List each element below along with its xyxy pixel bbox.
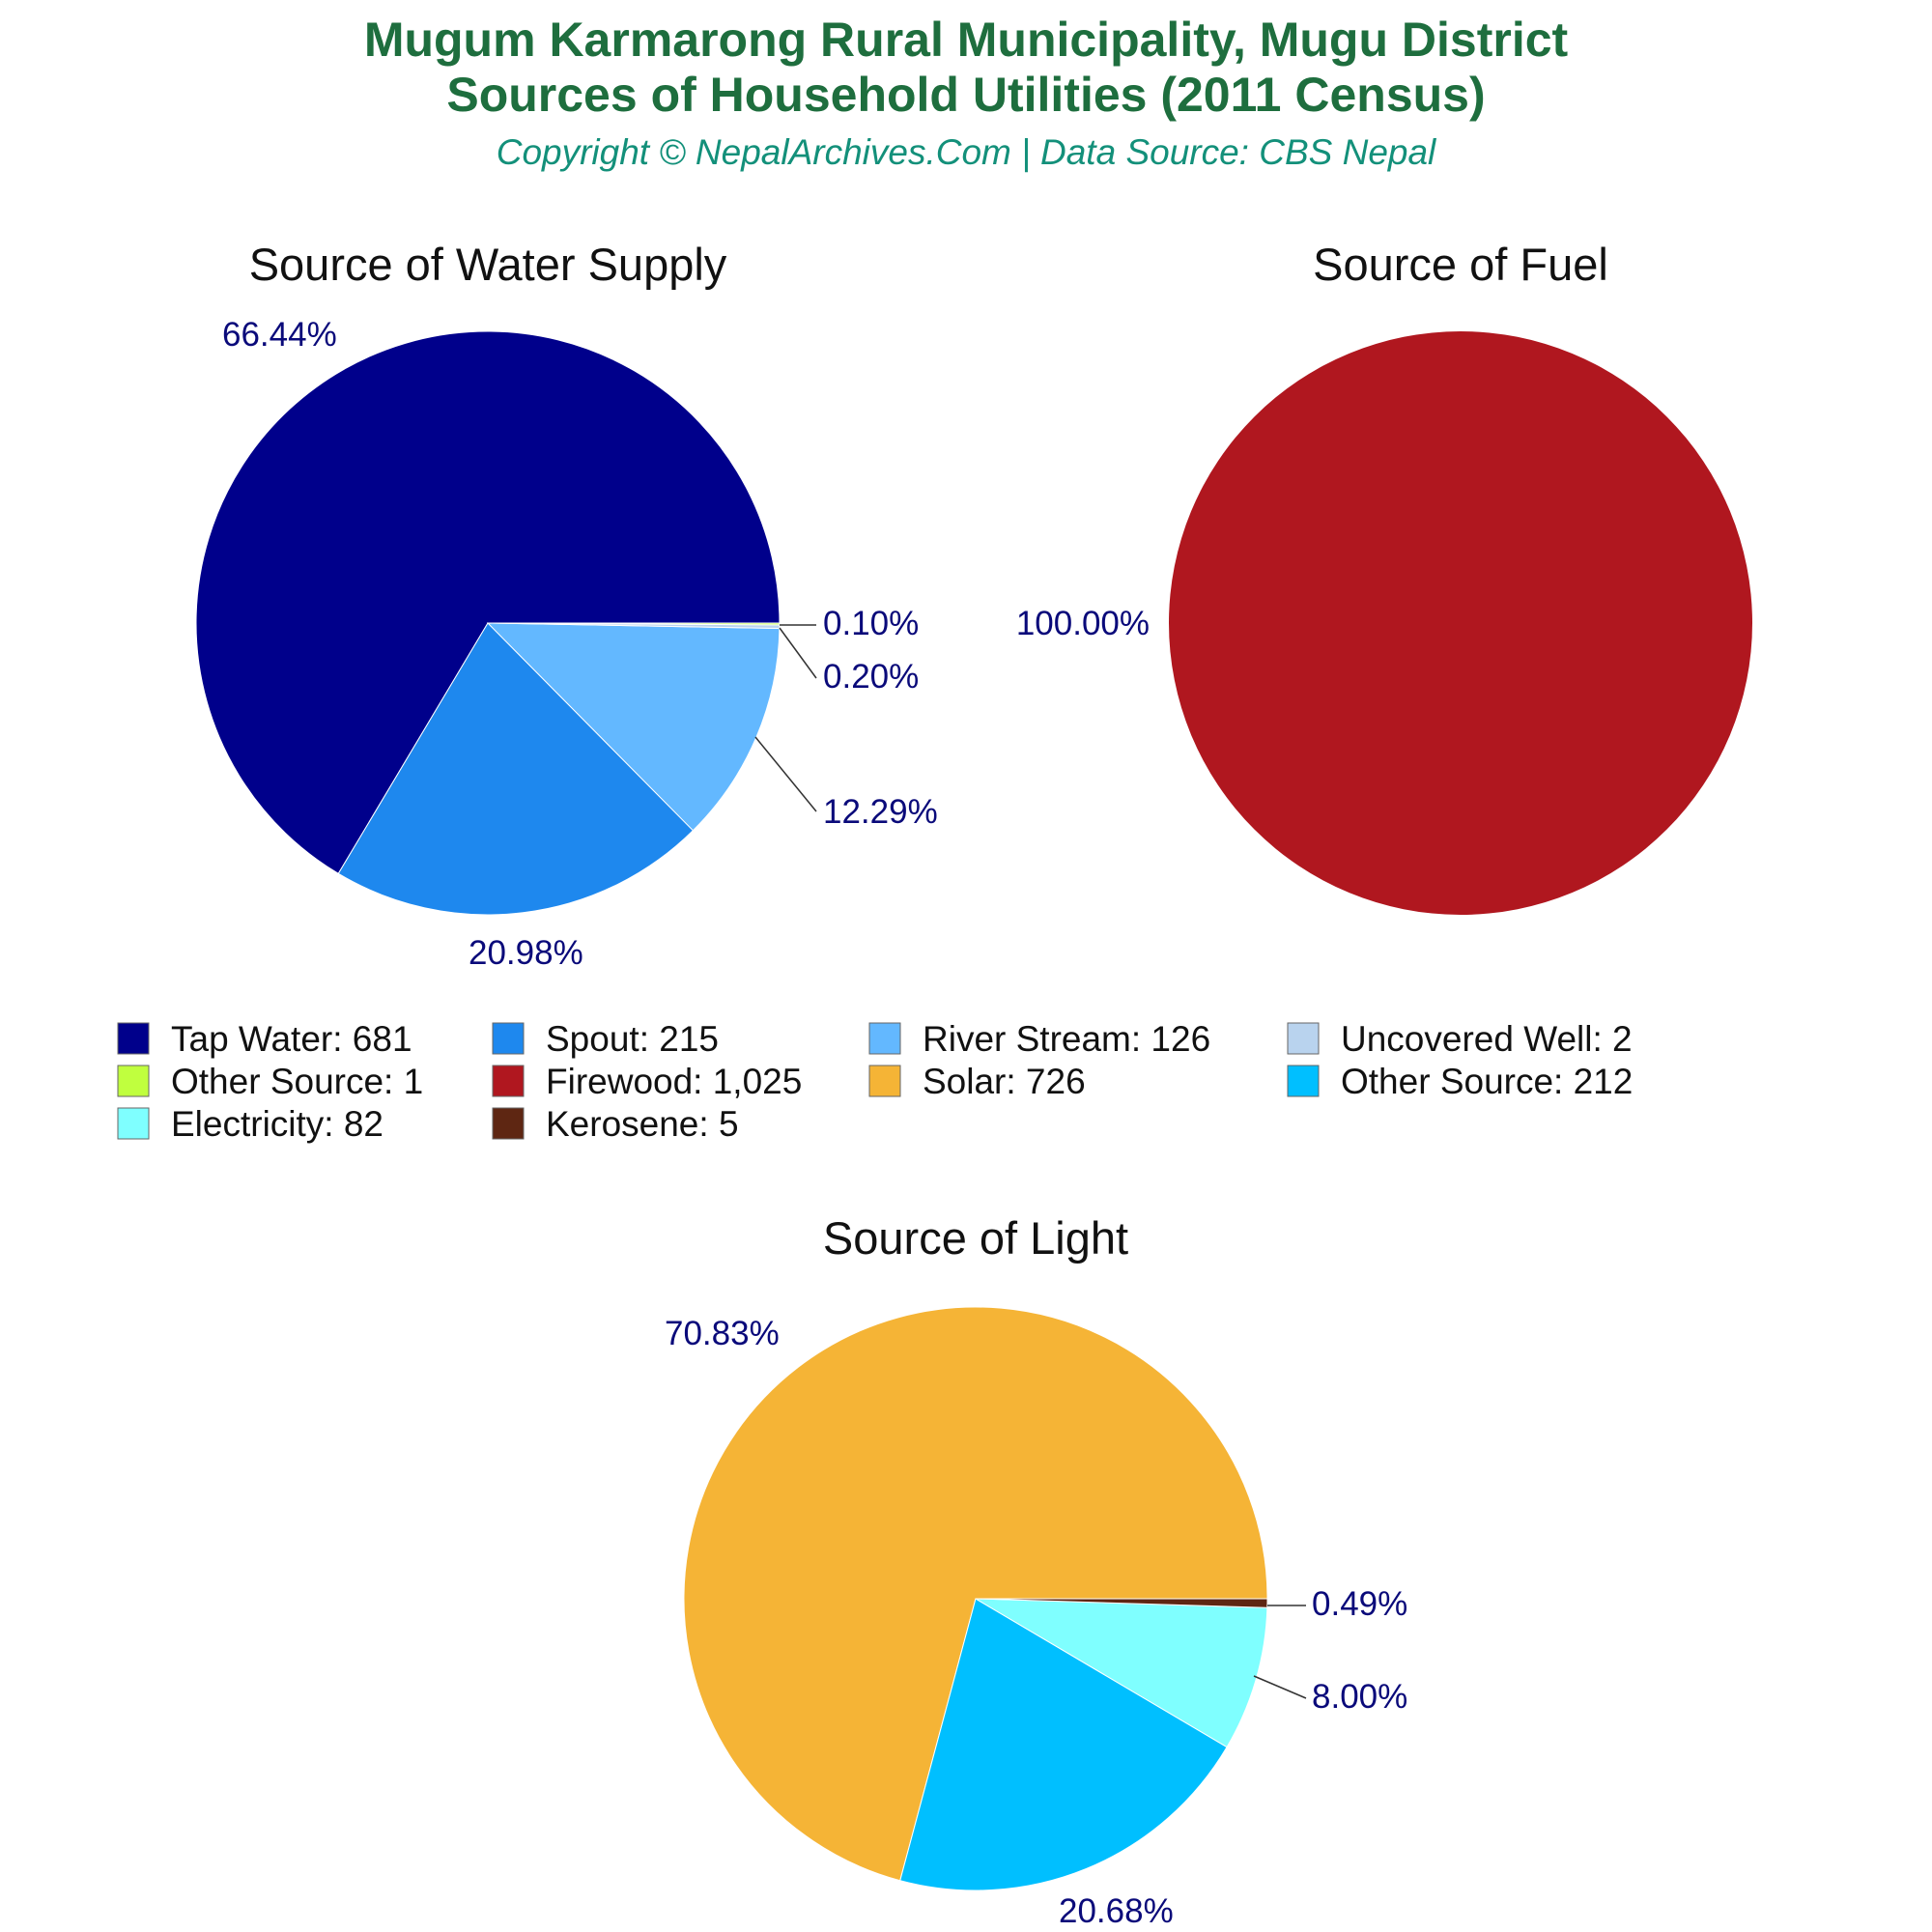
pie-slice-other-source — [487, 622, 781, 626]
fuel-pie: Source of Fuel 100.00% — [1016, 239, 1752, 915]
legend-label: Tap Water: 681 — [171, 1019, 412, 1059]
main-title-line2: Sources of Household Utilities (2011 Cen… — [446, 68, 1485, 122]
pie-slice-tap-water — [195, 330, 781, 875]
copyright-subtitle: Copyright © NepalArchives.Com | Data Sou… — [497, 132, 1437, 172]
legend-label: Kerosene: 5 — [546, 1104, 739, 1144]
pie-percent-label: 0.49% — [1312, 1585, 1407, 1623]
pie-percent-label: 100.00% — [1016, 605, 1150, 642]
pie-percent-label: 70.83% — [665, 1315, 780, 1352]
pie-slice-spout — [337, 622, 695, 916]
pie-title: Source of Water Supply — [249, 239, 727, 290]
pie-slice-firewood — [1169, 331, 1752, 915]
pie-slice-electricity — [975, 1598, 1268, 1748]
pie-percent-label: 20.68% — [1059, 1892, 1174, 1930]
pie-slice-kerosene — [975, 1598, 1268, 1608]
legend-label: Spout: 215 — [546, 1019, 719, 1059]
legend-swatch — [117, 1065, 150, 1097]
main-title-line1: Mugum Karmarong Rural Municipality, Mugu… — [364, 13, 1569, 67]
legend-label: Other Source: 1 — [171, 1062, 423, 1101]
legend-label: River Stream: 126 — [923, 1019, 1210, 1059]
pie-percent-label: 0.20% — [823, 658, 919, 696]
light-pie: Source of Light 70.83% 20.68% 8.00% 0.49% — [665, 1212, 1407, 1930]
legend-label: Uncovered Well: 2 — [1341, 1019, 1633, 1059]
pie-percent-label: 8.00% — [1312, 1678, 1407, 1716]
legend-swatch — [868, 1065, 901, 1097]
legend-label: Solar: 726 — [923, 1062, 1086, 1101]
pie-percent-label: 0.10% — [823, 605, 919, 642]
legend-label: Firewood: 1,025 — [546, 1062, 802, 1101]
legend-swatch — [117, 1107, 150, 1140]
legend-swatch — [492, 1065, 525, 1097]
pie-slice-other-source — [899, 1598, 1228, 1891]
label-leader-line — [779, 627, 817, 679]
pie-title: Source of Light — [823, 1212, 1128, 1264]
legend-swatch — [1287, 1065, 1320, 1097]
legend-label: Other Source: 212 — [1341, 1062, 1633, 1101]
label-leader-line — [1253, 1675, 1307, 1699]
pie-slice-solar — [683, 1306, 1268, 1882]
legend-swatch — [492, 1107, 525, 1140]
pie-percent-label: 20.98% — [469, 934, 583, 972]
pie-percent-label: 12.29% — [823, 793, 938, 831]
legend-swatch — [868, 1022, 901, 1055]
label-leader-line — [754, 736, 817, 812]
pie-percent-label: 66.44% — [222, 316, 337, 354]
legend-swatch — [1287, 1022, 1320, 1055]
legend: Tap Water: 681 Spout: 215 River Stream: 12… — [117, 1019, 1633, 1144]
legend-label: Electricity: 82 — [171, 1104, 384, 1144]
legend-swatch — [117, 1022, 150, 1055]
pie-title: Source of Fuel — [1313, 239, 1608, 290]
water-supply-pie: Source of Water Supply 66.44% 20.98% 12.29%… — [195, 239, 938, 972]
legend-swatch — [492, 1022, 525, 1055]
